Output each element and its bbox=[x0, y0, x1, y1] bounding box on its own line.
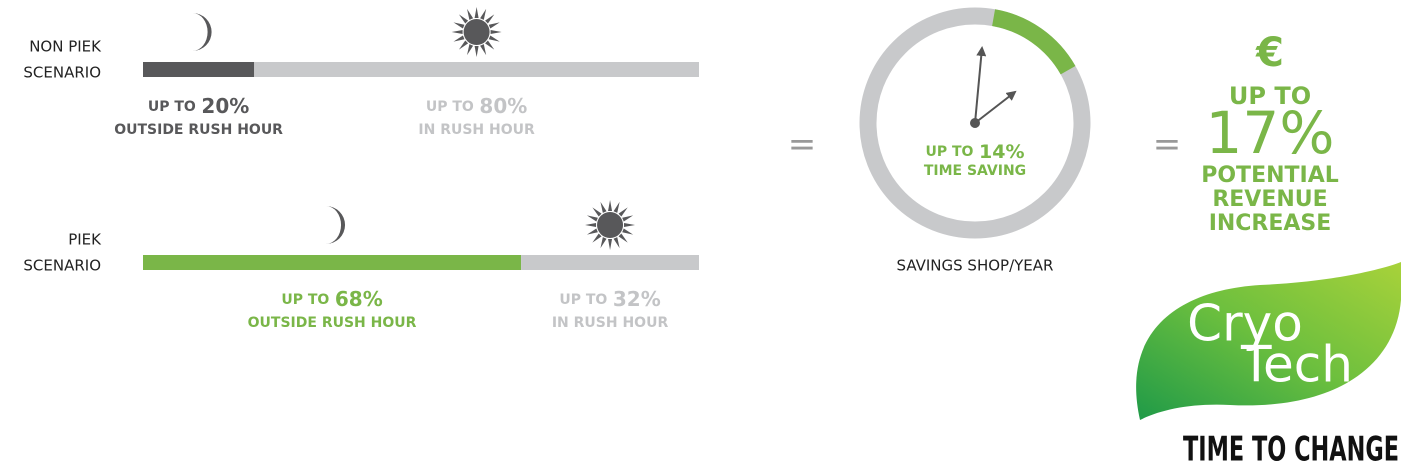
revenue-line: INCREASE bbox=[1209, 211, 1332, 236]
segment-prefix: UP TO bbox=[559, 292, 607, 308]
clock-value: UP TO 14% bbox=[925, 141, 1024, 163]
bar-segment bbox=[521, 255, 699, 270]
equals-sign: = bbox=[788, 125, 817, 165]
segment-value: UP TO 20% bbox=[148, 94, 249, 118]
sun-icon bbox=[452, 7, 502, 57]
segment-value: UP TO 32% bbox=[559, 287, 660, 311]
segment-value: UP TO 80% bbox=[426, 94, 527, 118]
logo-top: Cryo bbox=[1187, 295, 1303, 353]
revenue-value: 17% bbox=[1206, 99, 1335, 167]
clock-caption: TIME SAVING bbox=[924, 163, 1026, 179]
logo-bottom: Tech bbox=[1240, 336, 1353, 394]
segment-prefix: UP TO bbox=[426, 99, 474, 115]
equals-sign: = bbox=[1153, 125, 1182, 165]
bar-segment bbox=[143, 255, 522, 270]
segment-caption: IN RUSH HOUR bbox=[418, 122, 535, 138]
currency: € bbox=[1255, 30, 1284, 76]
revenue-line: POTENTIAL bbox=[1201, 163, 1339, 188]
sun-icon bbox=[585, 200, 635, 250]
logo-slogan: TIME TO CHANGE bbox=[1183, 430, 1399, 470]
moon-icon bbox=[326, 206, 346, 244]
segment-percent: 20% bbox=[201, 94, 249, 118]
scenario-label: SCENARIO bbox=[23, 257, 101, 275]
clock-prefix: UP TO bbox=[925, 144, 973, 160]
segment-percent: 68% bbox=[335, 287, 383, 311]
segment-caption: OUTSIDE RUSH HOUR bbox=[114, 122, 283, 138]
segment-prefix: UP TO bbox=[148, 99, 196, 115]
clock-hands bbox=[970, 46, 1017, 128]
bar-segment bbox=[143, 62, 255, 77]
bar-segment bbox=[254, 62, 699, 77]
clock-percent: 14% bbox=[979, 141, 1024, 163]
clock-footer: SAVINGS SHOP/YEAR bbox=[897, 257, 1054, 275]
moon-icon bbox=[192, 13, 212, 51]
segment-value: UP TO 68% bbox=[281, 287, 382, 311]
segment-caption: OUTSIDE RUSH HOUR bbox=[248, 315, 417, 331]
scenario-label: NON PIEK bbox=[29, 38, 102, 56]
scenario-label: SCENARIO bbox=[23, 64, 101, 82]
segment-prefix: UP TO bbox=[281, 292, 329, 308]
segment-caption: IN RUSH HOUR bbox=[552, 315, 669, 331]
revenue-prefix: UP TO bbox=[1229, 82, 1311, 110]
ring-arc bbox=[991, 9, 1076, 75]
segment-percent: 32% bbox=[613, 287, 661, 311]
segment-percent: 80% bbox=[479, 94, 527, 118]
logo-leaf bbox=[1136, 262, 1401, 420]
revenue-line: REVENUE bbox=[1212, 187, 1327, 212]
ring-track bbox=[859, 7, 1091, 239]
scenario-label: PIEK bbox=[68, 231, 102, 249]
